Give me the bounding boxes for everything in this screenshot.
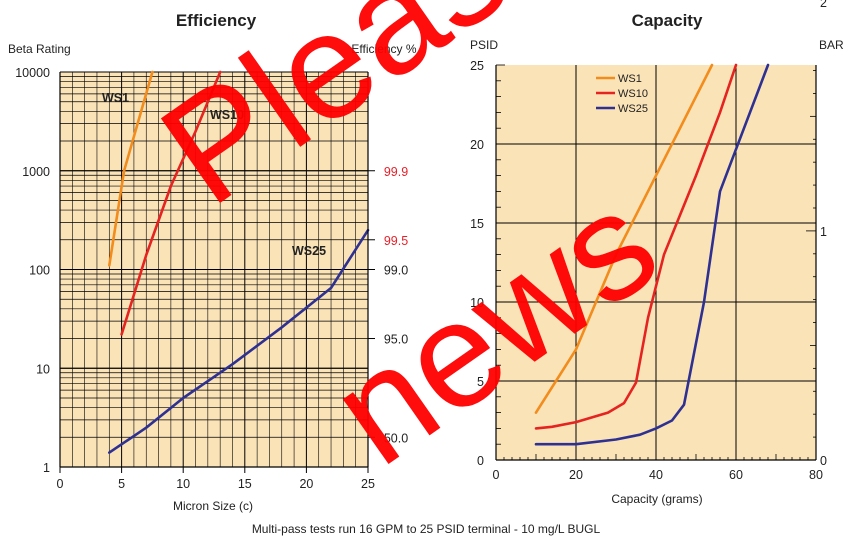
capacity-x-tick-label: 40	[649, 468, 663, 482]
efficiency-y-tick-label: 10	[36, 362, 50, 376]
capacity-x-tick-label: 0	[493, 468, 500, 482]
capacity-grams-axis-label: Capacity (grams)	[611, 492, 702, 506]
capacity-series-line-ws1	[534, 63, 714, 414]
legend-label-ws10: WS10	[618, 88, 648, 100]
capacity-y2-tick-label: 2	[820, 0, 827, 10]
efficiency-y-tick-label: 1000	[22, 165, 50, 179]
legend-label-ws25: WS25	[618, 103, 648, 115]
psid-axis-label: PSID	[470, 38, 498, 52]
capacity-y-tick-label: 20	[470, 138, 484, 152]
capacity-chart: 02040608005101520250123456 Capacity PSID…	[470, 0, 844, 506]
efficiency-x-tick-label: 15	[238, 477, 252, 491]
capacity-series	[534, 63, 770, 446]
capacity-y-tick-label: 0	[477, 454, 484, 468]
efficiency-y-tick-label: 100	[29, 264, 50, 278]
capacity-series-line-ws25	[534, 63, 770, 446]
ws25-series-label: WS25	[292, 244, 326, 258]
efficiency-x-tick-label: 5	[118, 477, 125, 491]
micron-size-axis-label: Micron Size (c)	[173, 499, 253, 513]
efficiency-y2-tick-label: 99.9	[384, 165, 408, 179]
efficiency-y2-tick-label: 99.5	[384, 234, 408, 248]
capacity-legend: WS1 WS10 WS25	[596, 73, 648, 115]
efficiency-grid	[60, 71, 368, 468]
ws10-series-label: WS10	[210, 108, 244, 122]
efficiency-x-tick-label: 10	[176, 477, 190, 491]
efficiency-x-tick-label: 20	[299, 477, 313, 491]
efficiency-y2-tick-label: 99.0	[384, 264, 408, 278]
efficiency-x-tick-label: 0	[57, 477, 64, 491]
efficiency-y2-tick-label: 95.0	[384, 333, 408, 347]
capacity-y2-tick-label: 1	[820, 225, 827, 239]
efficiency-chart: 0 5 10 15 20 25 1 10 100 1000 10000 99.9 99.5 99.0 95.…	[8, 11, 417, 513]
ws1-series-label: WS1	[102, 91, 129, 105]
efficiency-series	[108, 70, 370, 454]
capacity-y-tick-label: 15	[470, 217, 484, 231]
capacity-y2-tick-label: 0	[820, 454, 827, 468]
capacity-x-tick-label: 60	[729, 468, 743, 482]
capacity-x-tick-label: 20	[569, 468, 583, 482]
beta-rating-axis-label: Beta Rating	[8, 42, 71, 56]
legend-label-ws1: WS1	[618, 73, 642, 85]
capacity-series-line-ws10	[534, 63, 738, 430]
capacity-x-tick-label: 80	[809, 468, 823, 482]
capacity-title: Capacity	[632, 11, 703, 30]
bar-axis-label: BAR	[819, 38, 844, 52]
capacity-y-tick-label: 10	[470, 296, 484, 310]
efficiency-y2-tick-label: 50.0	[384, 431, 408, 445]
efficiency-y-tick-label: 1	[43, 461, 50, 475]
capacity-y-tick-label: 5	[477, 375, 484, 389]
capacity-grid	[496, 65, 816, 460]
efficiency-series-line-ws25	[108, 228, 370, 454]
capacity-axes: 02040608005101520250123456	[470, 0, 827, 482]
footnote: Multi-pass tests run 16 GPM to 25 PSID t…	[252, 522, 601, 536]
efficiency-percent-axis-label: Efficiency %	[351, 42, 416, 56]
efficiency-x-tick-label: 25	[361, 477, 375, 491]
efficiency-title: Efficiency	[176, 11, 257, 30]
efficiency-axes: 0 5 10 15 20 25 1 10 100 1000 10000 99.9 99.5 99.0 95.…	[15, 66, 408, 491]
efficiency-y-tick-label: 10000	[15, 66, 50, 80]
capacity-y-tick-label: 25	[470, 59, 484, 73]
efficiency-series-line-ws10	[120, 70, 222, 336]
efficiency-series-line-ws1	[108, 70, 154, 267]
